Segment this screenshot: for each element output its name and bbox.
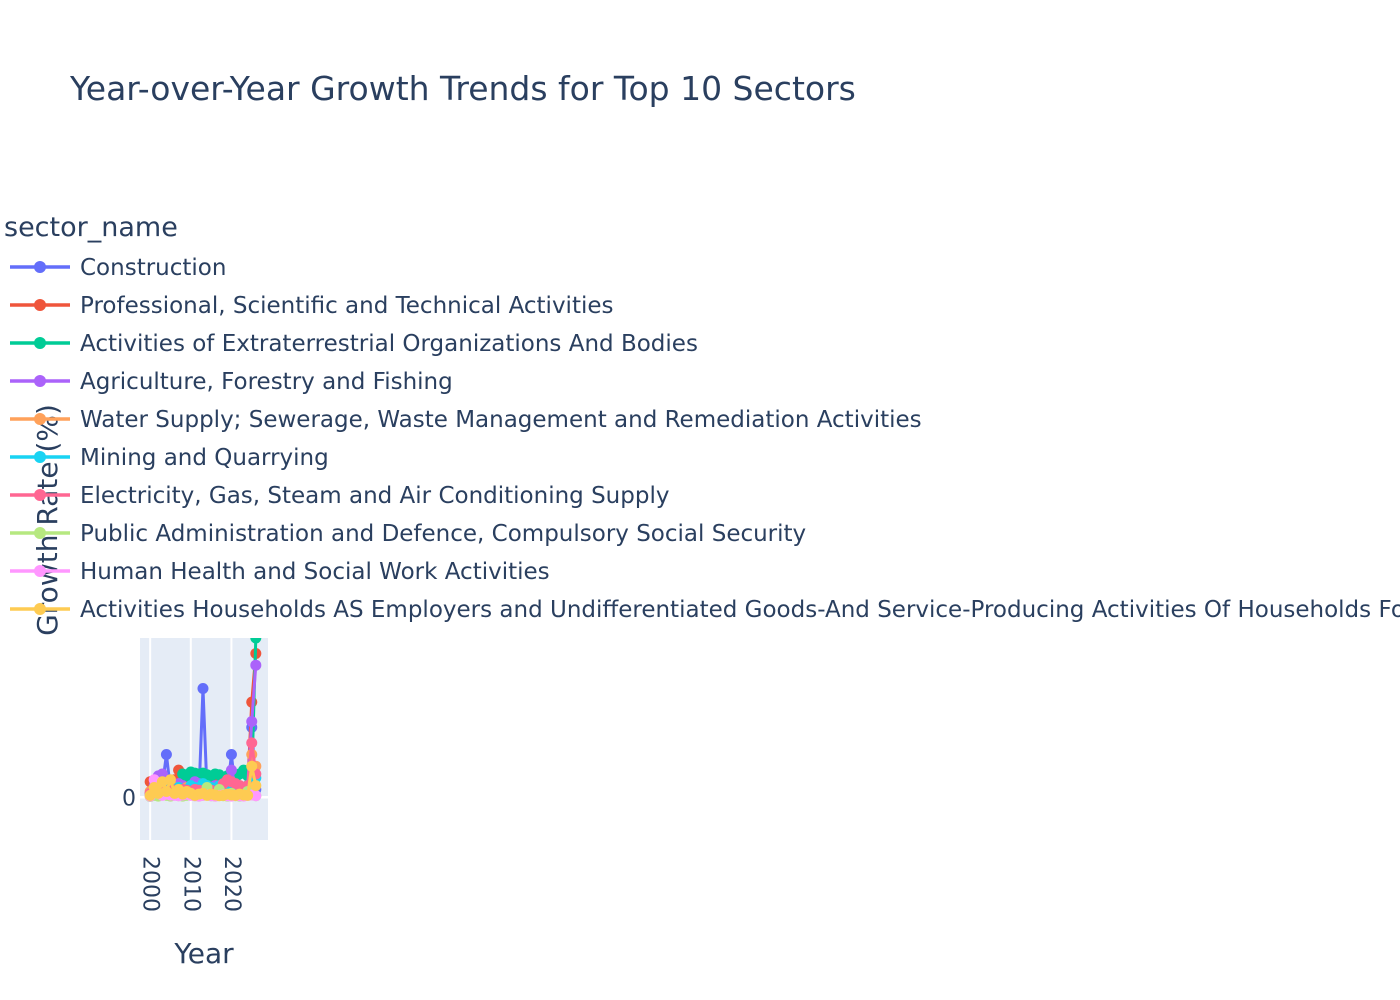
legend-label: Construction xyxy=(80,255,226,281)
legend-label: Electricity, Gas, Steam and Air Conditio… xyxy=(80,483,669,509)
legend-label: Agriculture, Forestry and Fishing xyxy=(80,369,453,395)
legend-swatch-marker xyxy=(34,527,46,539)
legend[interactable]: sector_name Construction Professional, Sc… xyxy=(4,212,1400,623)
x-tick-label: 2020 xyxy=(219,856,244,912)
legend-label: Water Supply; Sewerage, Waste Management… xyxy=(80,407,922,433)
legend-swatch-marker xyxy=(34,489,46,501)
tick-labels: 2000 2010 2020 0 xyxy=(122,786,244,912)
legend-item[interactable]: Electricity, Gas, Steam and Air Conditio… xyxy=(10,483,669,509)
legend-label: Activities Households AS Employers and U… xyxy=(80,597,1400,623)
x-tick-label: 2000 xyxy=(138,856,163,912)
legend-swatch-marker xyxy=(34,603,46,615)
legend-item[interactable]: Public Administration and Defence, Compu… xyxy=(10,521,806,547)
legend-label: Professional, Scientific and Technical A… xyxy=(80,293,614,319)
data-point[interactable] xyxy=(250,633,262,644)
legend-swatch-marker xyxy=(34,261,46,273)
data-series-layer xyxy=(144,633,262,802)
data-point[interactable] xyxy=(246,737,258,749)
y-axis-title: Growth Rate (%) xyxy=(31,404,64,636)
legend-item[interactable]: Water Supply; Sewerage, Waste Management… xyxy=(10,407,922,433)
legend-label: Activities of Extraterrestrial Organizat… xyxy=(80,331,698,357)
chart-title: Year-over-Year Growth Trends for Top 10 … xyxy=(69,69,856,108)
legend-item[interactable]: Professional, Scientific and Technical A… xyxy=(10,293,614,319)
data-point[interactable] xyxy=(250,659,262,671)
data-point[interactable] xyxy=(246,760,258,772)
legend-label: Human Health and Social Work Activities xyxy=(80,559,550,585)
y-tick-label: 0 xyxy=(122,786,136,811)
data-point[interactable] xyxy=(242,789,254,801)
legend-item[interactable]: Human Health and Social Work Activities xyxy=(10,559,550,585)
x-axis-title: Year xyxy=(173,937,234,970)
legend-item[interactable]: Mining and Quarrying xyxy=(10,445,329,471)
legend-swatch-marker xyxy=(34,565,46,577)
data-point[interactable] xyxy=(225,749,237,761)
legend-swatch-marker xyxy=(34,413,46,425)
x-tick-label: 2010 xyxy=(178,856,203,912)
series-10 xyxy=(144,760,262,802)
legend-item[interactable]: Activities of Extraterrestrial Organizat… xyxy=(10,331,698,357)
legend-swatch-marker xyxy=(34,375,46,387)
legend-swatch-marker xyxy=(34,451,46,463)
legend-swatch-marker xyxy=(34,299,46,311)
legend-label: Mining and Quarrying xyxy=(80,445,329,471)
data-point[interactable] xyxy=(160,749,172,761)
legend-item[interactable]: Construction xyxy=(10,255,226,281)
data-point[interactable] xyxy=(250,790,262,802)
data-point[interactable] xyxy=(246,716,258,728)
data-point[interactable] xyxy=(164,774,176,786)
legend-item[interactable]: Agriculture, Forestry and Fishing xyxy=(10,369,453,395)
legend-title: sector_name xyxy=(4,212,178,243)
data-point[interactable] xyxy=(225,764,237,776)
legend-item[interactable]: Activities Households AS Employers and U… xyxy=(10,597,1400,623)
legend-swatch-marker xyxy=(34,337,46,349)
legend-label: Public Administration and Defence, Compu… xyxy=(80,521,806,547)
data-point[interactable] xyxy=(250,780,262,792)
data-point[interactable] xyxy=(197,683,209,694)
